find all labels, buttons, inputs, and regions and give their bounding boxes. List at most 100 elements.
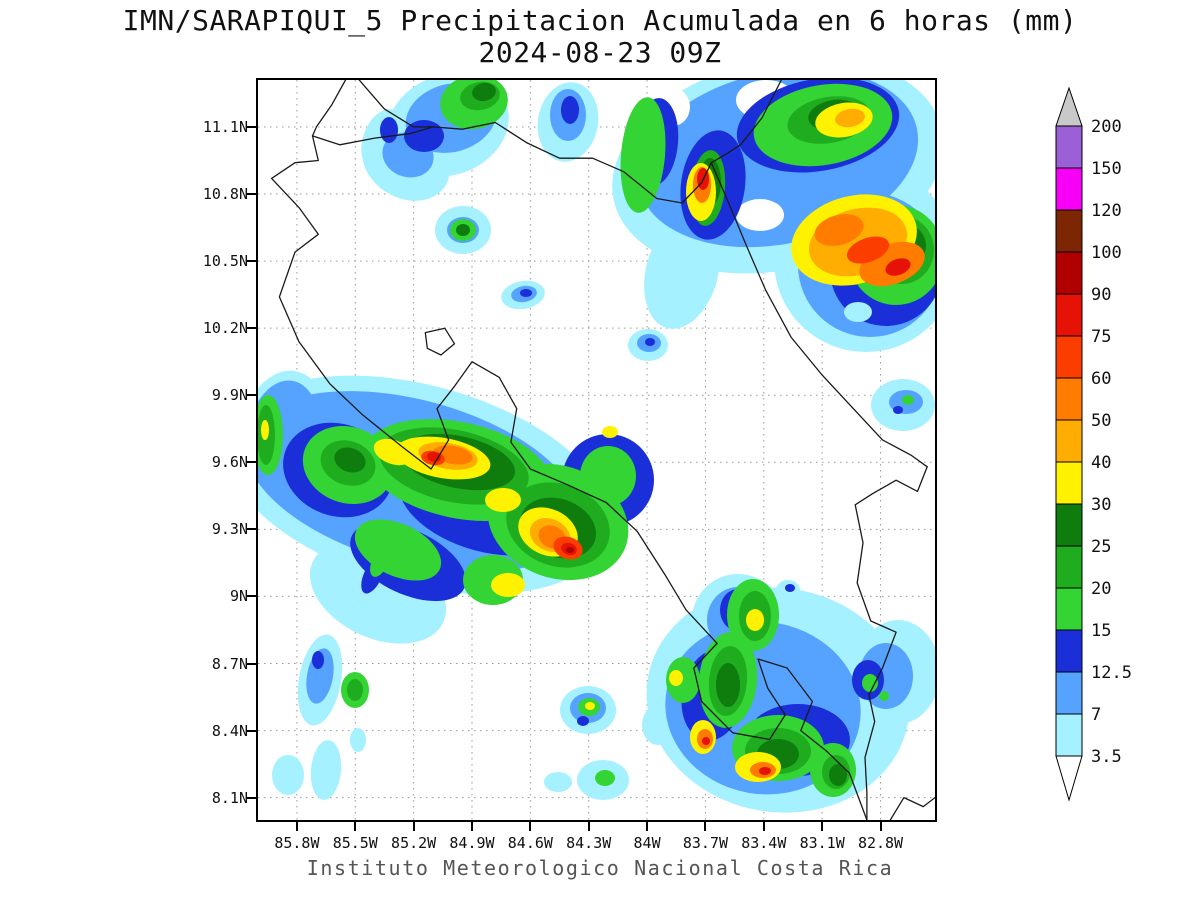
colorbar-label: 7 bbox=[1091, 705, 1101, 725]
lon-tick-label: 84.3W bbox=[566, 834, 612, 852]
precip-blob bbox=[272, 755, 304, 795]
precip-blob bbox=[759, 767, 771, 775]
precip-blob bbox=[902, 395, 914, 405]
lat-tick-mark bbox=[247, 327, 256, 330]
coastline bbox=[710, 80, 782, 164]
precip-blob bbox=[347, 679, 363, 701]
precip-blob bbox=[746, 609, 764, 631]
colorbar-label: 200 bbox=[1091, 117, 1122, 137]
precip-blob bbox=[785, 584, 795, 592]
lat-tick-mark bbox=[247, 394, 256, 397]
lon-tick-mark bbox=[704, 822, 707, 831]
precip-blob bbox=[645, 338, 655, 346]
colorbar-segment bbox=[1055, 671, 1083, 715]
lon-tick-mark bbox=[354, 822, 357, 831]
colorbar-label: 100 bbox=[1091, 243, 1122, 263]
precip-blob bbox=[879, 691, 889, 701]
lon-tick-label: 83.4W bbox=[741, 834, 787, 852]
precip-blob bbox=[585, 702, 595, 710]
precip-blob bbox=[669, 670, 683, 686]
coastline bbox=[494, 121, 712, 204]
precip-blob bbox=[666, 657, 700, 703]
colorbar-segment bbox=[1055, 293, 1083, 337]
lon-tick-mark bbox=[470, 822, 473, 831]
precip-blob bbox=[404, 120, 444, 152]
colorbar-label: 20 bbox=[1091, 579, 1111, 599]
precip-blob bbox=[716, 663, 740, 707]
lon-tick-label: 82.8W bbox=[857, 834, 904, 852]
lon-tick-label: 85.8W bbox=[274, 834, 320, 852]
coastline bbox=[270, 135, 868, 820]
precip-blob bbox=[491, 573, 525, 597]
lon-tick-mark bbox=[821, 822, 824, 831]
lon-tick-mark bbox=[587, 822, 590, 831]
colorbar-segment bbox=[1055, 713, 1083, 757]
lat-tick-label: 11.1N bbox=[202, 117, 248, 136]
precipitation-map bbox=[258, 80, 935, 820]
lon-tick-mark bbox=[412, 822, 415, 831]
precip-blob bbox=[893, 406, 903, 414]
colorbar-arrow-bottom bbox=[1055, 755, 1083, 802]
precip-blob bbox=[380, 117, 398, 143]
colorbar-segment bbox=[1055, 377, 1083, 421]
precip-blob bbox=[844, 302, 872, 322]
precip-blob bbox=[846, 236, 890, 264]
colorbar-segment bbox=[1055, 587, 1083, 631]
colorbar-label: 150 bbox=[1091, 159, 1122, 179]
colorbar-segment bbox=[1055, 461, 1083, 505]
lat-tick-mark bbox=[247, 125, 256, 128]
precip-blob bbox=[814, 214, 864, 246]
lat-tick-label: 9.9N bbox=[211, 386, 248, 405]
colorbar-segment bbox=[1055, 125, 1083, 169]
lon-tick-label: 84.9W bbox=[449, 834, 495, 852]
precip-blob bbox=[829, 764, 847, 786]
lat-tick-mark bbox=[247, 662, 256, 665]
colorbar-legend: 200 150 120 100 90 75 60 50 40 30 25 20 15 12.5 7 3.5 bbox=[1044, 86, 1174, 820]
lon-tick-label: 85.5W bbox=[332, 834, 378, 852]
coastline bbox=[889, 796, 935, 820]
precip-blob bbox=[520, 289, 532, 297]
precip-blob bbox=[595, 770, 615, 786]
lat-tick-label: 10.2N bbox=[202, 319, 248, 338]
lat-tick-label: 8.7N bbox=[211, 654, 248, 673]
lat-tick-label: 10.5N bbox=[202, 252, 248, 271]
precip-blob bbox=[561, 96, 579, 124]
precip-blob bbox=[736, 199, 784, 231]
lon-tick-mark bbox=[762, 822, 765, 831]
colorbar-segment bbox=[1055, 335, 1083, 379]
colorbar-arrow-top bbox=[1055, 86, 1083, 127]
precip-blob bbox=[485, 488, 521, 512]
colorbar-label: 15 bbox=[1091, 621, 1111, 641]
precip-blob bbox=[702, 737, 710, 745]
lon-tick-label: 84.6W bbox=[507, 834, 553, 852]
colorbar-segment bbox=[1055, 503, 1083, 547]
lat-tick-mark bbox=[247, 528, 256, 531]
coastline bbox=[710, 162, 928, 468]
chart-subtitle-datetime: 2024-08-23 09Z bbox=[478, 36, 722, 69]
lat-tick-label: 8.1N bbox=[211, 788, 248, 807]
lon-tick-label: 84W bbox=[633, 834, 661, 852]
lat-tick-label: 9.3N bbox=[211, 520, 248, 539]
precip-blob bbox=[456, 224, 470, 236]
colorbar-label: 30 bbox=[1091, 495, 1111, 515]
precip-blob bbox=[310, 740, 342, 800]
colorbar-segment bbox=[1055, 167, 1083, 211]
precip-blob bbox=[835, 108, 865, 128]
precip-blob bbox=[334, 447, 366, 473]
lat-tick-mark bbox=[247, 461, 256, 464]
lat-tick-mark bbox=[247, 729, 256, 732]
lon-tick-label: 83.7W bbox=[682, 834, 729, 852]
lat-tick-mark bbox=[247, 595, 256, 598]
colorbar-label: 40 bbox=[1091, 453, 1111, 473]
colorbar-label: 25 bbox=[1091, 537, 1111, 557]
precip-blob bbox=[577, 716, 589, 726]
coastline bbox=[854, 466, 928, 820]
lon-tick-label: 83.1W bbox=[799, 834, 845, 852]
lat-tick-label: 8.4N bbox=[211, 721, 248, 740]
precip-blob bbox=[472, 82, 496, 102]
precip-blob bbox=[544, 772, 572, 792]
lon-tick-mark bbox=[646, 822, 649, 831]
precip-blob bbox=[261, 420, 269, 440]
lat-tick-label: 9N bbox=[229, 587, 248, 606]
lon-tick-label: 85.2W bbox=[391, 834, 437, 852]
